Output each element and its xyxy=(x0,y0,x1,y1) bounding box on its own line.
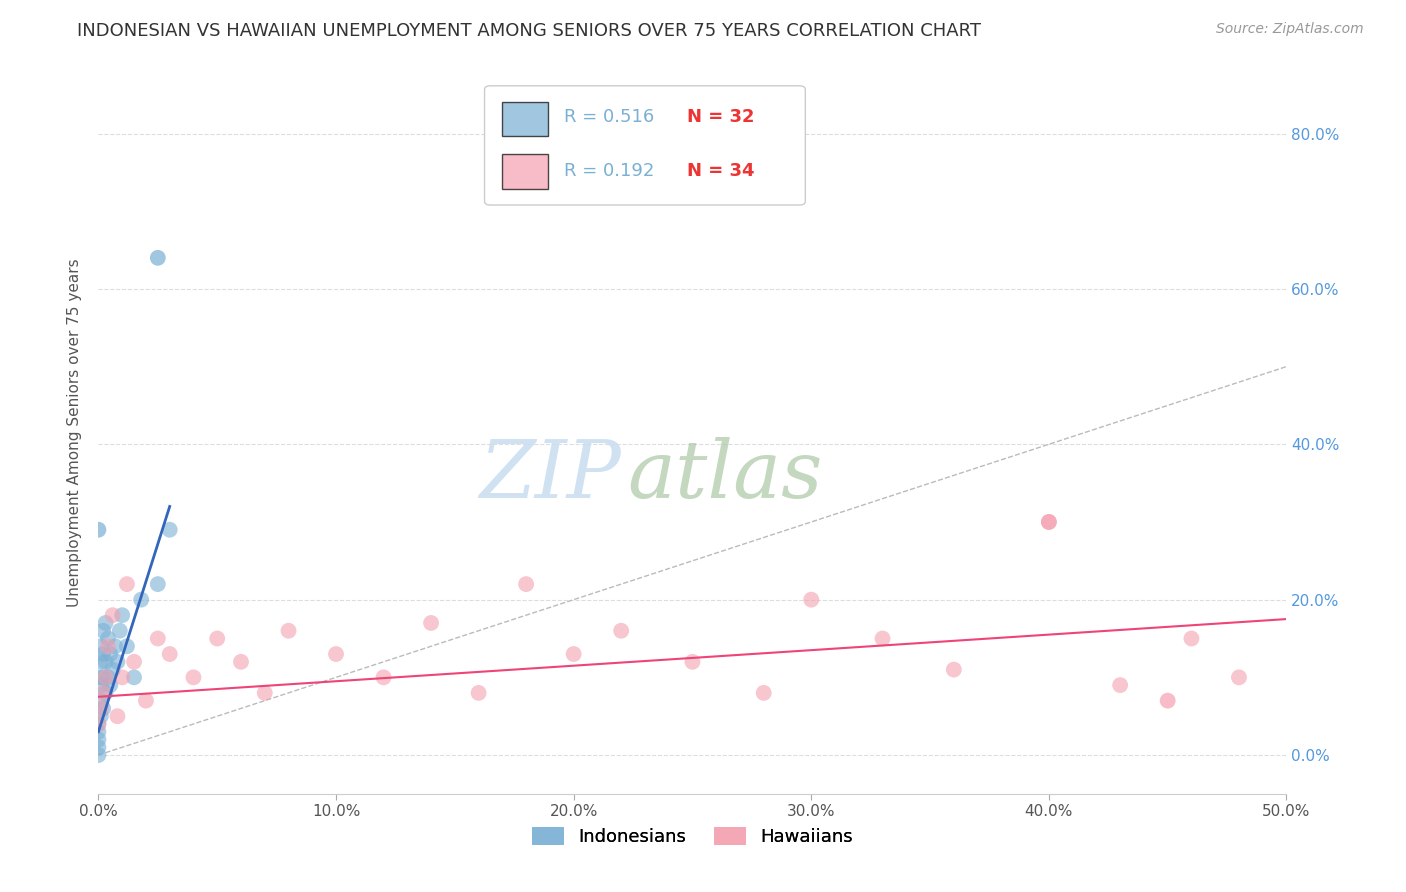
Point xyxy=(1156,693,1178,707)
Point xyxy=(115,577,138,591)
Point xyxy=(91,686,114,700)
Point xyxy=(1109,678,1132,692)
Point xyxy=(97,632,120,646)
FancyBboxPatch shape xyxy=(502,102,547,136)
Point xyxy=(91,701,114,715)
Point xyxy=(183,670,205,684)
Point xyxy=(90,670,112,684)
Point xyxy=(90,655,112,669)
Point xyxy=(108,624,131,638)
Point xyxy=(111,608,134,623)
Point xyxy=(800,592,823,607)
Point xyxy=(135,693,157,707)
Text: INDONESIAN VS HAWAIIAN UNEMPLOYMENT AMONG SENIORS OVER 75 YEARS CORRELATION CHAR: INDONESIAN VS HAWAIIAN UNEMPLOYMENT AMON… xyxy=(77,22,981,40)
Point xyxy=(129,592,152,607)
Point xyxy=(94,686,117,700)
Point xyxy=(91,624,114,638)
Point xyxy=(97,640,120,654)
Y-axis label: Unemployment Among Seniors over 75 years: Unemployment Among Seniors over 75 years xyxy=(67,259,83,607)
Point xyxy=(1038,515,1060,529)
Point xyxy=(90,701,112,715)
Point xyxy=(146,251,169,265)
Point xyxy=(373,670,395,684)
Point xyxy=(107,709,129,723)
Point xyxy=(98,678,121,692)
Text: N = 32: N = 32 xyxy=(686,108,754,126)
Point xyxy=(101,663,124,677)
Text: atlas: atlas xyxy=(627,437,823,515)
Point xyxy=(146,577,169,591)
Point xyxy=(91,647,114,661)
Point xyxy=(98,647,121,661)
Point xyxy=(325,647,347,661)
Point xyxy=(111,670,134,684)
Point xyxy=(1180,632,1202,646)
Point xyxy=(515,577,537,591)
Point xyxy=(681,655,703,669)
Point xyxy=(90,640,112,654)
Point xyxy=(91,670,114,684)
FancyBboxPatch shape xyxy=(485,86,806,205)
Point xyxy=(107,655,129,669)
Point xyxy=(87,747,110,762)
Point xyxy=(87,717,110,731)
Point xyxy=(159,523,181,537)
Point xyxy=(94,655,117,669)
Point xyxy=(90,678,112,692)
Text: R = 0.192: R = 0.192 xyxy=(564,162,655,180)
Point xyxy=(87,724,110,739)
Point xyxy=(101,608,124,623)
Legend: Indonesians, Hawaiians: Indonesians, Hawaiians xyxy=(524,820,860,854)
Point xyxy=(610,624,633,638)
Point xyxy=(159,647,181,661)
Point xyxy=(87,523,110,537)
Point xyxy=(90,693,112,707)
Text: ZIP: ZIP xyxy=(479,437,621,515)
Point xyxy=(94,670,117,684)
Point xyxy=(207,632,229,646)
Point xyxy=(97,670,120,684)
Point xyxy=(1227,670,1250,684)
Point xyxy=(277,624,299,638)
Point xyxy=(562,647,585,661)
Point xyxy=(122,655,145,669)
Point xyxy=(942,663,965,677)
Point xyxy=(104,640,127,654)
Point xyxy=(115,640,138,654)
Point xyxy=(87,732,110,747)
Point xyxy=(872,632,894,646)
Text: Source: ZipAtlas.com: Source: ZipAtlas.com xyxy=(1216,22,1364,37)
Point xyxy=(467,686,489,700)
Point xyxy=(87,740,110,755)
Point xyxy=(90,709,112,723)
Point xyxy=(253,686,276,700)
Text: R = 0.516: R = 0.516 xyxy=(564,108,654,126)
Point xyxy=(146,632,169,646)
Point xyxy=(229,655,252,669)
FancyBboxPatch shape xyxy=(502,154,547,189)
Point xyxy=(1038,515,1060,529)
Point xyxy=(87,717,110,731)
Point xyxy=(420,615,443,630)
Point xyxy=(94,615,117,630)
Text: N = 34: N = 34 xyxy=(686,162,754,180)
Point xyxy=(122,670,145,684)
Point xyxy=(752,686,775,700)
